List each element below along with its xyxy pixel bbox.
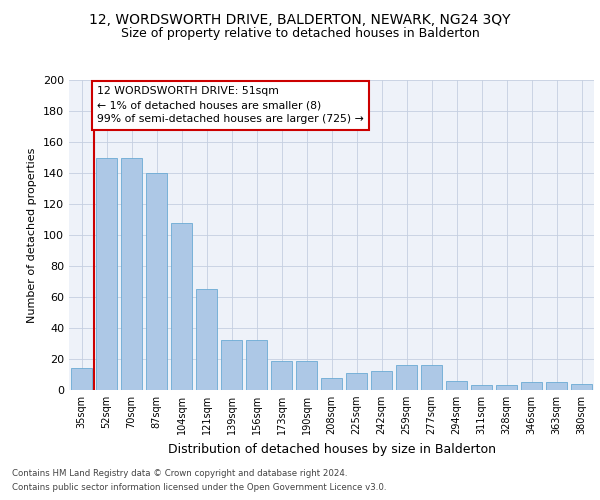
Text: 12, WORDSWORTH DRIVE, BALDERTON, NEWARK, NG24 3QY: 12, WORDSWORTH DRIVE, BALDERTON, NEWARK,…	[89, 12, 511, 26]
Bar	[371, 372, 392, 390]
Bar	[171, 222, 192, 390]
Text: Size of property relative to detached houses in Balderton: Size of property relative to detached ho…	[121, 28, 479, 40]
Bar	[421, 365, 442, 390]
Bar	[496, 386, 517, 390]
Bar	[521, 382, 542, 390]
Bar	[246, 340, 267, 390]
Bar	[71, 368, 92, 390]
Text: Contains public sector information licensed under the Open Government Licence v3: Contains public sector information licen…	[12, 484, 386, 492]
Text: 12 WORDSWORTH DRIVE: 51sqm
← 1% of detached houses are smaller (8)
99% of semi-d: 12 WORDSWORTH DRIVE: 51sqm ← 1% of detac…	[97, 86, 364, 124]
Bar	[271, 360, 292, 390]
Y-axis label: Number of detached properties: Number of detached properties	[28, 148, 37, 322]
Bar	[471, 386, 492, 390]
Text: Contains HM Land Registry data © Crown copyright and database right 2024.: Contains HM Land Registry data © Crown c…	[12, 468, 347, 477]
X-axis label: Distribution of detached houses by size in Balderton: Distribution of detached houses by size …	[167, 442, 496, 456]
Bar	[396, 365, 417, 390]
Bar	[346, 373, 367, 390]
Bar	[121, 158, 142, 390]
Bar	[296, 360, 317, 390]
Bar	[571, 384, 592, 390]
Bar	[546, 382, 567, 390]
Bar	[446, 380, 467, 390]
Bar	[221, 340, 242, 390]
Bar	[146, 173, 167, 390]
Bar	[321, 378, 342, 390]
Bar	[196, 289, 217, 390]
Bar	[96, 158, 117, 390]
